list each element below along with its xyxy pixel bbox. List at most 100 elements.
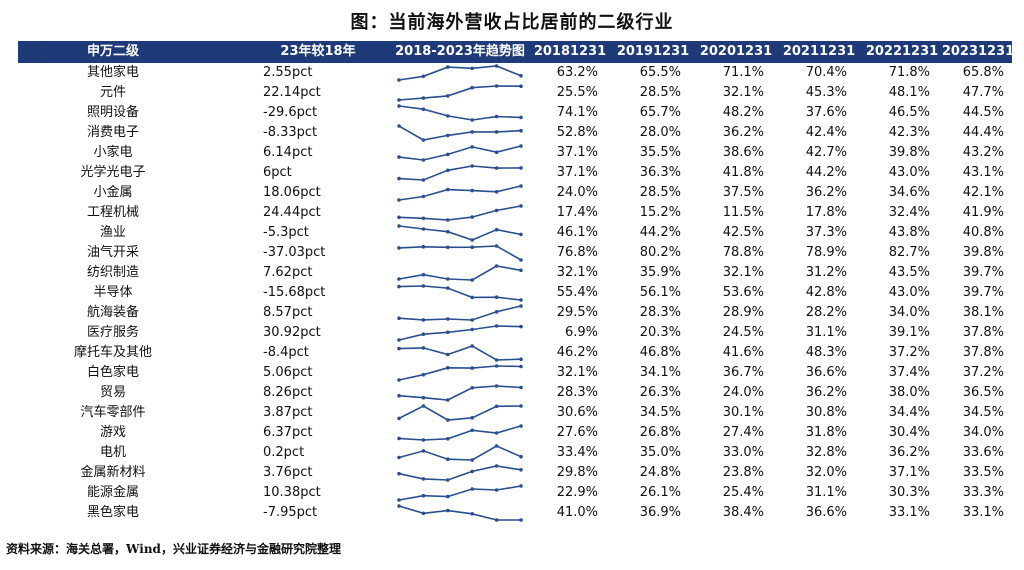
value-cell: 33.1% xyxy=(888,505,930,520)
value-cell: 24.5% xyxy=(722,325,764,340)
trend-point xyxy=(519,115,523,120)
trend-point xyxy=(494,488,499,492)
industry-name: 贸易 xyxy=(99,385,126,400)
table-row: 元件 22.14pct 25.5% 28.5% 32.1% 45.3% 48.1% 47.7% xyxy=(18,83,1012,103)
trend-point xyxy=(446,245,450,250)
trend-point xyxy=(494,150,499,154)
trend-point xyxy=(446,168,450,173)
trend-point xyxy=(494,358,499,362)
trend-point xyxy=(421,493,426,498)
trend-sparkline xyxy=(397,384,523,402)
value-cell: 37.2% xyxy=(888,345,930,360)
trend-point xyxy=(421,438,426,442)
trend-sparkline xyxy=(397,144,523,162)
trend-point xyxy=(421,346,426,350)
value-cell: 36.2% xyxy=(805,185,847,200)
value-cell: 32.1% xyxy=(556,365,598,380)
table-row: 半导体 -15.68pct 55.4% 56.1% 53.6% 42.8% 43.0% 39.… xyxy=(18,283,1012,303)
value-cell: 36.6% xyxy=(805,365,847,380)
trend-point xyxy=(494,310,499,314)
table-row: 汽车零部件 3.87pct 30.6% 34.5% 30.1% 30.8% 34.4% 34.… xyxy=(18,403,1012,423)
trend-point xyxy=(470,85,474,90)
value-cell: 26.3% xyxy=(639,385,681,400)
trend-sparkline xyxy=(397,464,523,482)
value-cell: 25.5% xyxy=(556,85,598,100)
table-row: 纺织制造 7.62pct 32.1% 35.9% 32.1% 31.2% 43.5% 39.7… xyxy=(18,263,1012,283)
trend-point xyxy=(446,65,450,69)
value-cell: 28.2% xyxy=(805,305,847,320)
trend-point xyxy=(421,372,426,377)
value-cell: 24.8% xyxy=(639,465,681,480)
trend-point xyxy=(446,494,450,499)
value-cell: 63.2% xyxy=(556,65,598,80)
value-cell: 44.2% xyxy=(639,225,681,240)
trend-point xyxy=(494,431,499,435)
trend-point xyxy=(494,404,499,409)
trend-point xyxy=(494,130,499,134)
trend-line xyxy=(398,185,522,201)
table-row: 光学光电子 6pct 37.1% 36.3% 41.8% 44.2% 43.0% 43.1% xyxy=(18,163,1012,183)
change-value: -8.4pct xyxy=(263,345,309,360)
trend-line xyxy=(398,505,521,521)
change-value: 6.37pct xyxy=(263,425,313,440)
trend-point xyxy=(470,238,474,242)
trend-point xyxy=(494,295,499,299)
table-row: 金属新材料 3.76pct 29.8% 24.8% 23.8% 32.0% 37.1% 33.… xyxy=(18,463,1012,483)
industry-name: 医疗服务 xyxy=(86,325,139,340)
trend-point xyxy=(421,158,426,162)
trend-line xyxy=(398,305,522,321)
table-row: 能源金属 10.38pct 22.9% 26.1% 25.4% 31.1% 30.3% 33.… xyxy=(18,483,1012,503)
value-cell: 29.5% xyxy=(556,305,598,320)
trend-point xyxy=(446,478,450,482)
value-cell: 22.9% xyxy=(556,485,598,500)
value-cell: 39.1% xyxy=(888,325,930,340)
trend-line xyxy=(398,245,522,261)
value-cell: 43.5% xyxy=(888,265,930,280)
trend-line xyxy=(398,385,522,401)
trend-point xyxy=(470,344,474,348)
trend-point xyxy=(519,424,523,428)
trend-line xyxy=(398,425,522,441)
value-cell: 37.2% xyxy=(962,365,1004,380)
industry-name: 摩托车及其他 xyxy=(73,345,152,360)
trend-sparkline xyxy=(397,304,523,322)
value-cell: 48.3% xyxy=(805,345,847,360)
value-cell: 36.7% xyxy=(722,365,764,380)
value-cell: 40.8% xyxy=(962,225,1004,240)
value-cell: 36.2% xyxy=(722,125,764,140)
trend-sparkline xyxy=(397,424,523,442)
value-cell: 35.0% xyxy=(639,445,681,460)
value-cell: 65.7% xyxy=(639,105,681,120)
value-cell: 31.1% xyxy=(805,325,847,340)
trend-point xyxy=(397,393,401,398)
trend-point xyxy=(470,416,474,420)
value-cell: 41.0% xyxy=(556,505,598,520)
trend-line xyxy=(398,145,522,161)
value-cell: 46.8% xyxy=(639,345,681,360)
trend-point xyxy=(397,78,401,82)
value-cell: 25.4% xyxy=(722,485,764,500)
value-cell: 43.8% xyxy=(888,225,930,240)
trend-point xyxy=(519,268,523,273)
trend-point xyxy=(421,138,426,142)
table-row: 医疗服务 30.92pct 6.9% 20.3% 24.5% 31.1% 39.1% 37.8… xyxy=(18,323,1012,343)
trend-point xyxy=(421,332,426,336)
trend-sparkline xyxy=(397,344,523,362)
trend-point xyxy=(421,107,426,111)
value-cell: 46.2% xyxy=(556,345,598,360)
trend-point xyxy=(494,208,499,213)
trend-line xyxy=(398,105,522,121)
value-cell: 55.4% xyxy=(556,285,598,300)
trend-point xyxy=(519,324,523,329)
industry-name: 元件 xyxy=(99,85,126,100)
trend-line xyxy=(398,445,522,461)
value-cell: 41.8% xyxy=(722,165,764,180)
value-cell: 34.0% xyxy=(888,305,930,320)
trend-point xyxy=(446,152,450,157)
industry-name: 小家电 xyxy=(93,145,133,160)
change-value: 3.87pct xyxy=(263,405,313,420)
value-cell: 36.6% xyxy=(805,505,847,520)
change-value: -37.03pct xyxy=(263,245,326,260)
trend-point xyxy=(494,166,499,170)
table-row: 照明设备 -29.6pct 74.1% 65.7% 48.2% 37.6% 46.5% 44.… xyxy=(18,103,1012,123)
